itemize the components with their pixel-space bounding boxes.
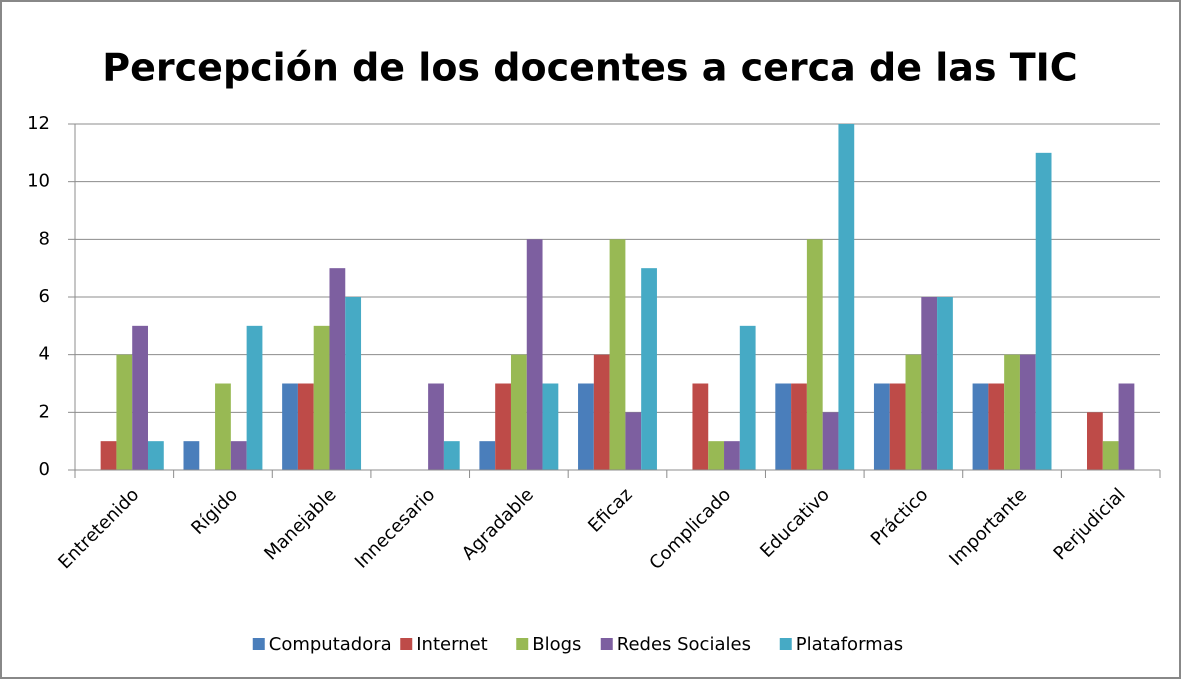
legend-label: Plataformas	[796, 634, 903, 655]
bar	[479, 441, 496, 470]
y-tick-label: 8	[39, 228, 50, 249]
y-tick-label: 12	[27, 113, 50, 134]
legend-label: Blogs	[532, 634, 581, 655]
bar	[724, 441, 740, 470]
bar	[215, 383, 231, 470]
bar	[873, 383, 890, 470]
bar	[775, 383, 792, 470]
bar	[972, 383, 989, 470]
bar	[495, 383, 511, 470]
bar	[988, 383, 1005, 470]
bar	[937, 297, 953, 470]
bar	[791, 383, 807, 470]
bar	[889, 383, 906, 470]
bar	[183, 441, 200, 470]
y-tick-label: 6	[39, 286, 50, 307]
bar	[542, 383, 559, 470]
bar	[1035, 152, 1052, 471]
legend-label: Computadora	[269, 634, 392, 655]
bar	[1102, 441, 1119, 470]
legend-swatch	[779, 638, 792, 650]
bar	[822, 412, 839, 470]
bar	[246, 325, 263, 470]
bar	[905, 354, 922, 470]
bar	[921, 297, 938, 470]
bar	[297, 383, 314, 470]
y-tick-label: 4	[39, 344, 50, 365]
bar	[593, 354, 610, 470]
bar	[578, 383, 594, 470]
bar	[838, 124, 855, 470]
bar	[708, 441, 725, 470]
legend-swatch	[400, 638, 413, 650]
legend-swatch	[516, 638, 529, 650]
bar	[692, 383, 709, 470]
bar	[526, 239, 543, 470]
bar	[1019, 354, 1036, 470]
bar	[739, 325, 756, 470]
bar	[345, 297, 362, 470]
legend-label: Internet	[416, 634, 487, 655]
bar	[329, 268, 346, 470]
bar	[282, 383, 298, 470]
bar	[1004, 354, 1020, 470]
bar	[100, 441, 117, 470]
y-tick-label: 2	[39, 401, 50, 422]
bar	[116, 354, 133, 470]
legend-label: Redes Sociales	[617, 634, 751, 655]
bar	[609, 239, 626, 470]
bar	[443, 441, 460, 470]
legend-swatch	[252, 638, 265, 650]
bar	[641, 268, 657, 470]
chart-title: Percepción de los docentes a cerca de la…	[102, 46, 1077, 90]
bar	[1118, 383, 1135, 470]
bar	[1087, 412, 1103, 470]
bar	[625, 412, 642, 470]
bar	[313, 325, 330, 470]
bar	[806, 239, 823, 470]
y-tick-label: 10	[27, 171, 50, 192]
y-tick-label: 0	[39, 459, 50, 480]
bar	[428, 383, 444, 470]
legend-swatch	[600, 638, 613, 650]
bar	[510, 354, 527, 470]
bar	[147, 441, 164, 470]
bar	[132, 325, 148, 470]
bar	[230, 441, 247, 470]
